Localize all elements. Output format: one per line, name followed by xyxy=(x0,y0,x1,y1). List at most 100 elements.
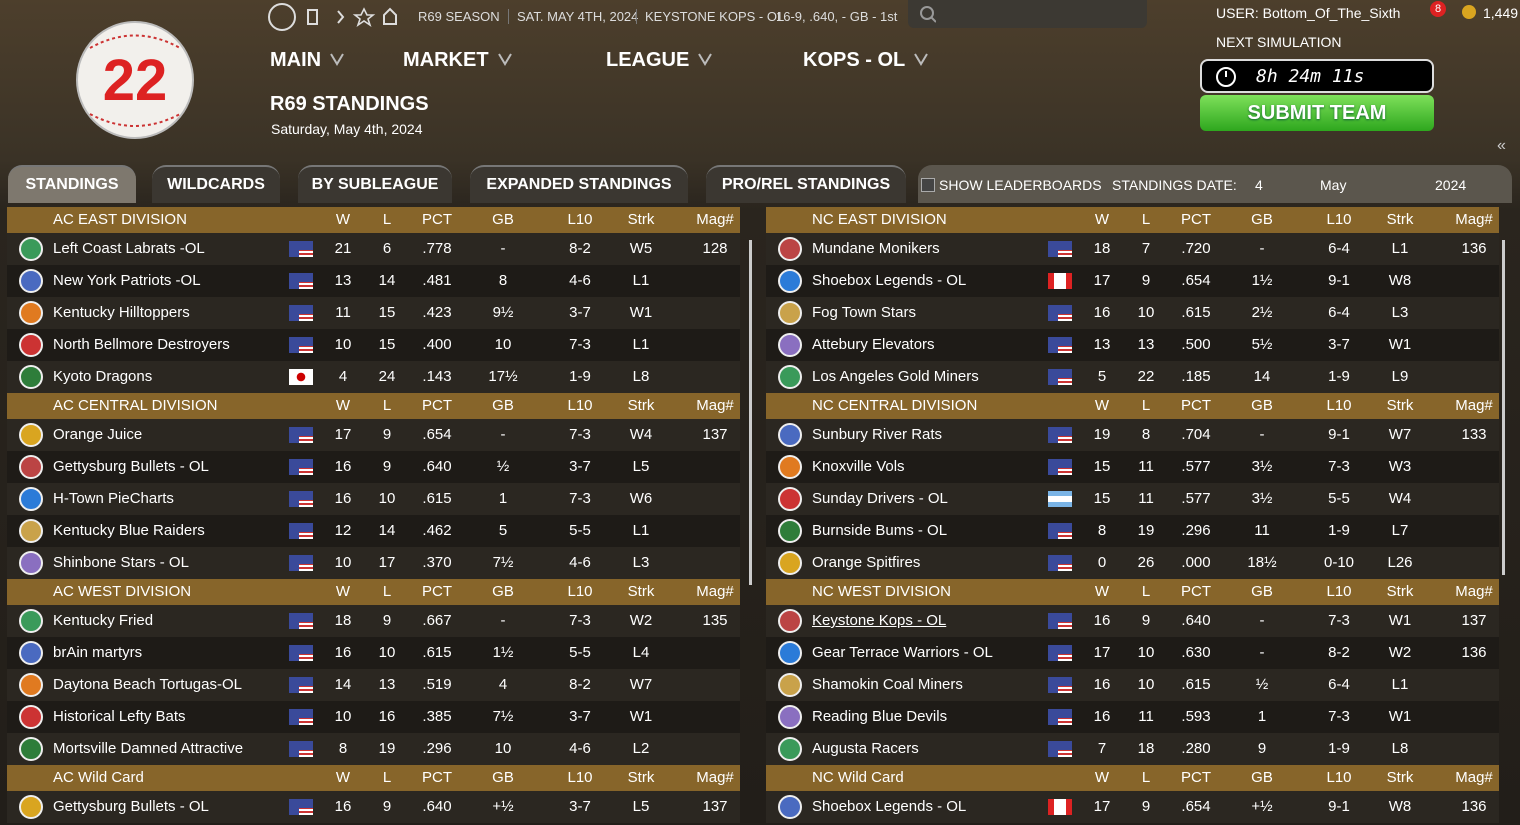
options-bar: SHOW LEADERBOARDS STANDINGS DATE: 4 May … xyxy=(918,165,1512,203)
date-day[interactable]: 4 xyxy=(1255,177,1263,193)
stat-cell: 14 xyxy=(378,522,396,539)
stat-cell: 7 xyxy=(1097,740,1107,757)
stat-cell: 6-4 xyxy=(1328,304,1350,321)
team-name[interactable]: Kentucky Blue Raiders xyxy=(53,522,205,539)
team-name[interactable]: Gear Terrace Warriors - OL xyxy=(812,644,993,661)
team-logo xyxy=(778,641,802,665)
team-record: 16-9, .640, - GB - 1st xyxy=(776,9,898,24)
team-name[interactable]: Left Coast Labrats -OL xyxy=(53,240,205,257)
nav-item[interactable]: KOPS - OL xyxy=(803,49,929,72)
stat-cell: 13 xyxy=(334,272,352,289)
tab[interactable]: BY SUBLEAGUE xyxy=(298,165,452,203)
checkbox[interactable] xyxy=(921,178,935,192)
column-header: Strk xyxy=(627,211,655,228)
column-header: PCT xyxy=(422,397,452,414)
team-name[interactable]: Gettysburg Bullets - OL xyxy=(53,798,209,815)
nav-item[interactable]: LEAGUE xyxy=(606,49,713,72)
stat-cell: 3-7 xyxy=(569,708,591,725)
column-header: Strk xyxy=(1386,211,1414,228)
stat-cell: 15 xyxy=(378,336,396,353)
league-logo: 22 xyxy=(76,21,194,139)
stat-cell: .720 xyxy=(1181,240,1211,257)
team-name[interactable]: Mortsville Damned Attractive xyxy=(53,740,244,757)
column-header: PCT xyxy=(1181,397,1211,414)
coin-icon xyxy=(1462,5,1476,19)
column-header: Mag# xyxy=(1455,397,1493,414)
team-name[interactable]: H-Town PieCharts xyxy=(53,490,174,507)
tab[interactable]: PRO/REL STANDINGS xyxy=(706,165,906,203)
tab[interactable]: EXPANDED STANDINGS xyxy=(470,165,688,203)
nav-item[interactable]: MAIN xyxy=(270,49,345,72)
date-month[interactable]: May xyxy=(1320,177,1347,193)
collapse-icon[interactable]: « xyxy=(1497,137,1506,154)
column-header: W xyxy=(335,583,351,600)
team-name[interactable]: Fog Town Stars xyxy=(812,304,916,321)
flag xyxy=(289,337,313,353)
team-name[interactable]: North Bellmore Destroyers xyxy=(53,336,230,353)
team-name[interactable]: Keystone Kops - OL xyxy=(812,612,947,629)
stat-cell: 11 xyxy=(1254,522,1270,539)
team-logo xyxy=(19,519,43,543)
search-box[interactable] xyxy=(908,0,1147,28)
team-name[interactable]: Los Angeles Gold Miners xyxy=(812,368,979,385)
team-name[interactable]: Kentucky Hilltoppers xyxy=(53,304,190,321)
team-name[interactable]: Sunbury River Rats xyxy=(812,426,943,443)
chevron xyxy=(698,53,713,66)
team-name[interactable]: Attebury Elevators xyxy=(812,336,935,353)
stat-cell: W4 xyxy=(1388,490,1412,507)
stat-cell: 5 xyxy=(498,522,508,539)
stat-cell: 9 xyxy=(1257,740,1267,757)
stat-cell: 18 xyxy=(1093,240,1111,257)
team-name[interactable]: Shamokin Coal Miners xyxy=(812,676,963,693)
stat-cell: 11 xyxy=(335,304,351,321)
team-name[interactable]: Kentucky Fried xyxy=(53,612,154,629)
division-title: NC WEST DIVISION xyxy=(812,583,951,600)
team-name[interactable]: Shinbone Stars - OL xyxy=(53,554,189,571)
flag xyxy=(289,305,313,321)
team-name[interactable]: Historical Lefty Bats xyxy=(53,708,186,725)
team-name[interactable]: Orange Juice xyxy=(53,426,143,443)
column-header: GB xyxy=(492,769,514,786)
team-name[interactable]: Shoebox Legends - OL xyxy=(812,798,967,815)
team-name[interactable]: Daytona Beach Tortugas-OL xyxy=(53,676,243,693)
team-name[interactable]: Knoxville Vols xyxy=(812,458,905,475)
timer-icon xyxy=(1216,67,1236,87)
column-header: L10 xyxy=(1326,397,1352,414)
stat-cell: ½ xyxy=(1255,676,1269,693)
team-name[interactable]: Reading Blue Devils xyxy=(812,708,948,725)
team-name[interactable]: New York Patriots -OL xyxy=(53,272,201,289)
nav-item[interactable]: MARKET xyxy=(403,49,513,72)
tab[interactable]: STANDINGS xyxy=(8,165,136,203)
stat-cell: W6 xyxy=(629,490,653,507)
team-name[interactable]: Burnside Bums - OL xyxy=(812,522,948,539)
stat-cell: 8-2 xyxy=(569,676,591,693)
stat-cell: 1-9 xyxy=(1328,522,1350,539)
submit-button[interactable]: SUBMIT TEAM xyxy=(1200,95,1434,131)
team-name[interactable]: Augusta Racers xyxy=(812,740,919,757)
next-simulation-label: NEXT SIMULATION xyxy=(1216,34,1342,50)
stat-cell: .704 xyxy=(1181,426,1211,443)
notification-badge[interactable]: 8 xyxy=(1430,1,1446,17)
date-year[interactable]: 2024 xyxy=(1435,177,1467,193)
logo-number: 22 xyxy=(103,48,168,113)
stat-cell: 15 xyxy=(1093,458,1111,475)
standings-row: Daytona Beach Tortugas-OL 14 13 .519 4 8-2 W7 xyxy=(7,669,740,701)
stat-cell: 137 xyxy=(702,426,728,443)
team-name[interactable]: brAin martyrs xyxy=(53,644,143,661)
column-header: W xyxy=(1094,397,1110,414)
team-name[interactable]: Orange Spitfires xyxy=(812,554,921,571)
team-logo xyxy=(19,237,43,261)
stat-cell: .640 xyxy=(422,458,452,475)
team-name[interactable]: Kyoto Dragons xyxy=(53,368,153,385)
stat-cell: 9½ xyxy=(492,304,514,321)
leaderboards-label: SHOW LEADERBOARDS xyxy=(939,177,1102,193)
team-name[interactable]: Gettysburg Bullets - OL xyxy=(53,458,209,475)
tab[interactable]: WILDCARDS xyxy=(152,165,280,203)
team-name[interactable]: Sunday Drivers - OL xyxy=(812,490,948,507)
stat-cell: W8 xyxy=(1388,798,1412,815)
stat-cell: 9 xyxy=(1141,612,1151,629)
stat-cell: 16 xyxy=(1093,304,1111,321)
team-name[interactable]: Mundane Monikers xyxy=(812,240,940,257)
stat-cell: 14 xyxy=(1253,368,1271,385)
team-name[interactable]: Shoebox Legends - OL xyxy=(812,272,967,289)
